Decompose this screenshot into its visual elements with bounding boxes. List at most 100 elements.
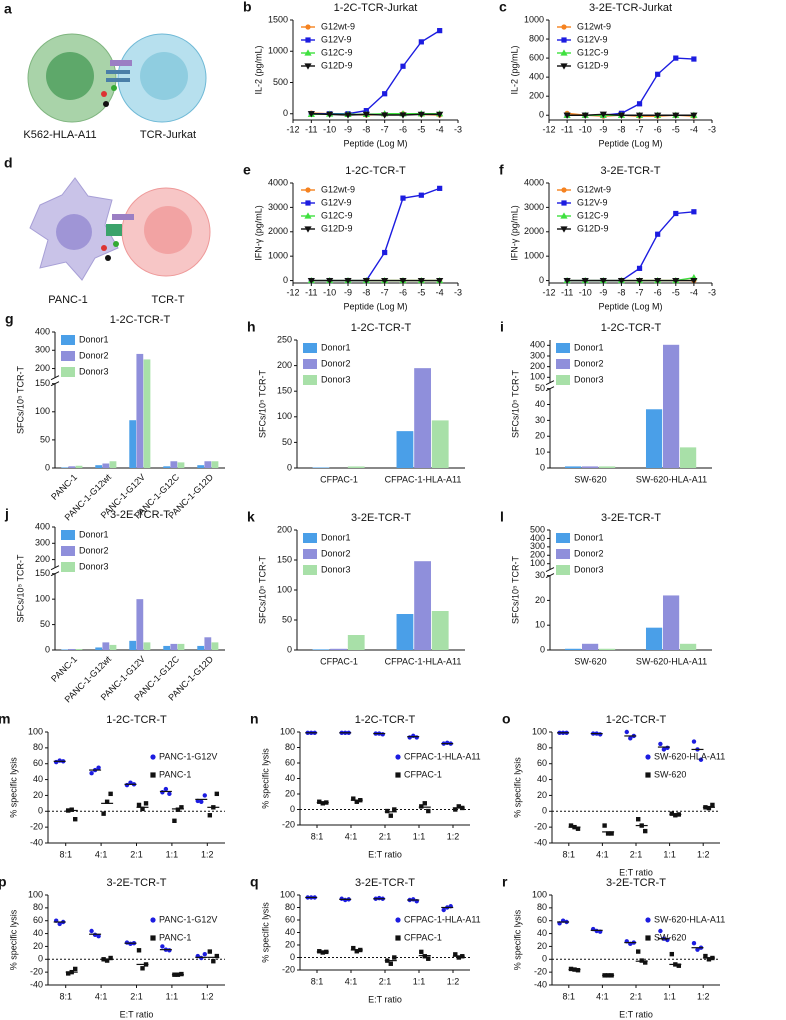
legend-label: Donor2 — [321, 358, 351, 368]
bar — [680, 643, 697, 650]
legend-swatch — [303, 343, 317, 353]
marker — [560, 212, 568, 219]
marker — [561, 37, 567, 43]
panel-label: b — [243, 0, 252, 15]
marker — [673, 813, 678, 818]
legend-label: Donor3 — [79, 561, 109, 571]
marker — [388, 961, 393, 966]
bar — [163, 466, 171, 468]
marker — [676, 963, 682, 968]
bar — [197, 645, 205, 650]
marker — [89, 928, 94, 934]
x-tick-label: 2:1 — [379, 831, 392, 841]
marker — [673, 210, 679, 217]
panel-label: p — [0, 874, 7, 890]
nucleus — [56, 214, 92, 250]
legend-label: CFPAC-1 — [404, 769, 442, 779]
marker — [599, 111, 607, 118]
bar — [347, 466, 365, 468]
chart-title: 1-2C-TCR-T — [345, 165, 406, 177]
y-tick-label: 60 — [285, 757, 295, 767]
x-axis-label: E:T ratio — [619, 867, 653, 877]
bar — [204, 637, 212, 650]
y-tick-label: 20 — [537, 790, 547, 800]
y-tick-label: 200 — [277, 360, 292, 370]
marker — [419, 804, 424, 809]
marker — [199, 799, 204, 804]
chart-title: 3-2E-TCR-T — [355, 877, 415, 889]
marker — [104, 958, 110, 963]
legend-swatch — [556, 549, 570, 559]
receptor — [110, 60, 132, 66]
legend-swatch — [556, 533, 570, 543]
legend-label: Donor3 — [321, 374, 351, 384]
y-tick-label: 80 — [285, 902, 295, 912]
x-tick-label: 1:2 — [447, 976, 460, 986]
marker — [175, 807, 181, 812]
x-tick-label: -12 — [286, 287, 299, 297]
y-tick-label: 0 — [45, 644, 50, 654]
panel-label: j — [4, 506, 9, 522]
panel-label: r — [502, 874, 508, 890]
y-tick-label: 60 — [33, 758, 43, 768]
molecule — [101, 91, 107, 97]
x-tick-label: -3 — [454, 287, 462, 297]
marker — [437, 185, 443, 191]
marker — [617, 112, 626, 119]
marker — [695, 947, 700, 952]
x-tick-label: 4:1 — [345, 976, 358, 986]
marker — [214, 953, 220, 959]
x-tick-label: PANC-1 — [49, 472, 79, 502]
marker — [437, 28, 443, 34]
legend-label: G12wt-9 — [321, 184, 355, 194]
x-tick-label: -3 — [708, 287, 716, 297]
y-tick-label: 0 — [287, 644, 292, 654]
series-line — [311, 113, 440, 116]
marker — [351, 796, 356, 801]
marker — [392, 955, 397, 960]
marker — [317, 949, 322, 954]
y-tick-label: 0 — [540, 462, 545, 472]
x-tick-label: -10 — [323, 287, 336, 297]
bar — [109, 644, 117, 650]
marker — [143, 801, 149, 806]
y-tick-label: 2000 — [524, 226, 544, 236]
marker — [140, 966, 145, 971]
marker — [441, 907, 446, 913]
x-tick-label: -4 — [690, 287, 698, 297]
legend-swatch — [556, 565, 570, 575]
x-tick-label: -11 — [305, 124, 317, 134]
marker — [691, 941, 697, 946]
y-tick-label: 60 — [285, 914, 295, 924]
bar — [177, 462, 185, 468]
y-tick-label: 80 — [33, 742, 43, 752]
marker — [654, 112, 662, 119]
x-tick-label: 4:1 — [95, 849, 108, 859]
marker — [344, 277, 352, 285]
panel-label: k — [247, 509, 255, 525]
y-tick-label: 400 — [35, 521, 50, 531]
y-tick-label: 40 — [537, 928, 547, 938]
y-tick-label: 400 — [530, 340, 545, 350]
y-tick-label: 300 — [530, 541, 545, 551]
diagram-d: d PANC-1 TCR-T — [4, 155, 211, 306]
marker — [417, 277, 425, 285]
x-tick-label: -8 — [617, 287, 625, 297]
marker — [140, 806, 145, 812]
x-tick-label: 1:1 — [413, 831, 426, 841]
marker — [658, 928, 663, 934]
bar — [564, 466, 582, 468]
marker — [581, 277, 589, 285]
y-tick-label: 20 — [537, 941, 547, 951]
marker — [326, 277, 334, 285]
x-tick-label: -6 — [654, 287, 662, 297]
x-tick-label: -5 — [672, 124, 680, 134]
x-tick-label: -8 — [362, 124, 370, 134]
x-tick-label: 1:1 — [166, 991, 179, 1001]
y-axis-label: IL-2 (pg/mL) — [509, 45, 519, 94]
y-tick-label: 50 — [535, 383, 545, 393]
marker — [101, 811, 106, 816]
y-tick-label: 2000 — [268, 226, 288, 236]
marker — [400, 63, 406, 69]
marker — [381, 277, 389, 285]
